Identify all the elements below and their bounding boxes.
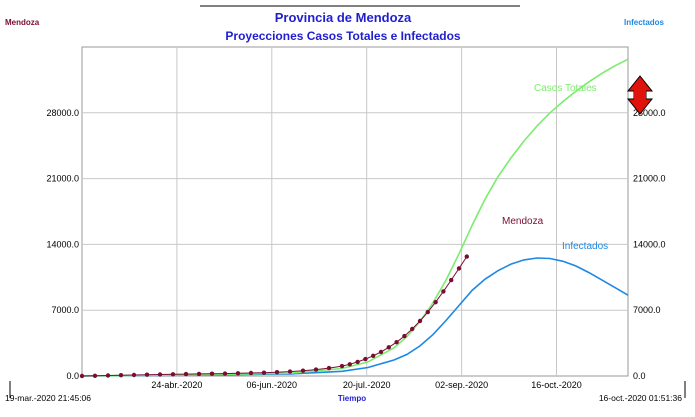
- data-point-mendoza: [209, 371, 215, 376]
- data-point-mendoza: [425, 309, 430, 315]
- x-end-label: 16-oct.-2020 01:51:36: [599, 393, 682, 403]
- series-line-mendoza: [81, 256, 468, 377]
- x-ticks: 24-abr.-2020 06-jun.-2020 20-jul.-2020 02-s…: [151, 380, 581, 390]
- series-label-casos-totales: Casos Totales: [534, 83, 597, 94]
- data-point-mendoza: [183, 371, 189, 377]
- y-tick-label-left: 7000.0: [51, 305, 79, 315]
- y-tick-label-right: 14000.0: [633, 239, 666, 249]
- data-point-mendoza: [157, 372, 163, 377]
- series-line-infectados: [81, 257, 629, 377]
- data-point-mendoza: [79, 373, 85, 379]
- chart-title: Provincia de Mendoza: [275, 10, 412, 25]
- data-point-mendoza: [222, 371, 228, 376]
- data-point-mendoza: [131, 372, 137, 378]
- y-tick-label-left: 14000.0: [46, 239, 79, 249]
- data-point-mendoza: [355, 359, 360, 365]
- y-tick-label-left: 0.0: [66, 371, 79, 381]
- data-point-mendoza: [417, 318, 423, 324]
- plot-frame: [81, 46, 629, 377]
- data-point-mendoza: [313, 367, 319, 372]
- data-point-mendoza: [235, 371, 241, 376]
- series-label-infectados: Infectados: [562, 241, 608, 252]
- x-tick-label: 06-jun.-2020: [247, 380, 298, 390]
- right-axis-label: Infectados: [624, 18, 665, 27]
- y-tick-label-right: 21000.0: [633, 174, 666, 184]
- y-ticks-left: 0.0 7000.0 14000.0 21000.0 28000.0: [46, 108, 79, 381]
- data-point-mendoza: [464, 254, 469, 259]
- data-point-mendoza: [326, 365, 332, 371]
- series-layer: [79, 58, 629, 379]
- x-axis-title: Tiempo: [338, 394, 366, 403]
- y-tick-label-right: 0.0: [633, 371, 646, 381]
- data-point-mendoza: [449, 277, 454, 283]
- chart-subtitle: Proyecciones Casos Totales e Infectados: [225, 29, 461, 43]
- data-point-mendoza: [441, 289, 446, 294]
- x-start-label: 19-mar.-2020 21:45:06: [5, 393, 91, 403]
- data-point-mendoza: [105, 373, 111, 378]
- x-tick-label: 24-abr.-2020: [151, 380, 202, 390]
- series-label-mendoza: Mendoza: [502, 216, 544, 227]
- data-point-mendoza: [144, 372, 150, 377]
- data-point-mendoza: [371, 353, 376, 358]
- y-ticks-right: 0.0 7000.0 14000.0 21000.0 28000.0: [633, 108, 666, 381]
- left-axis-label: Mendoza: [5, 18, 40, 27]
- data-point-mendoza: [261, 370, 267, 375]
- data-point-mendoza: [347, 362, 352, 367]
- grid: [82, 47, 628, 376]
- y-tick-label-right: 7000.0: [633, 305, 661, 315]
- data-point-mendoza: [402, 333, 407, 339]
- data-point-mendoza: [287, 369, 293, 374]
- scale-arrow-icon[interactable]: [626, 75, 654, 115]
- data-point-mendoza: [456, 266, 462, 271]
- data-point-mendoza: [339, 363, 345, 369]
- x-tick-label: 02-sep.-2020: [435, 380, 488, 390]
- data-point-mendoza: [386, 345, 391, 350]
- y-tick-label-right: 28000.0: [633, 108, 666, 118]
- series-line-casos-totales: [81, 58, 629, 377]
- data-point-mendoza: [274, 370, 280, 375]
- data-point-mendoza: [92, 373, 98, 378]
- data-point-mendoza: [410, 326, 415, 332]
- data-point-mendoza: [300, 368, 306, 373]
- data-point-mendoza: [118, 373, 124, 378]
- data-point-mendoza: [433, 300, 438, 305]
- data-point-mendoza: [394, 340, 399, 345]
- data-point-mendoza: [170, 372, 176, 377]
- data-point-mendoza: [196, 371, 202, 377]
- y-tick-label-left: 28000.0: [46, 108, 79, 118]
- x-tick-label: 20-jul.-2020: [343, 380, 391, 390]
- data-point-mendoza: [363, 356, 368, 362]
- data-point-mendoza: [248, 370, 254, 376]
- data-point-mendoza: [378, 349, 384, 355]
- y-tick-label-left: 21000.0: [46, 174, 79, 184]
- x-tick-label: 16-oct.-2020: [531, 380, 582, 390]
